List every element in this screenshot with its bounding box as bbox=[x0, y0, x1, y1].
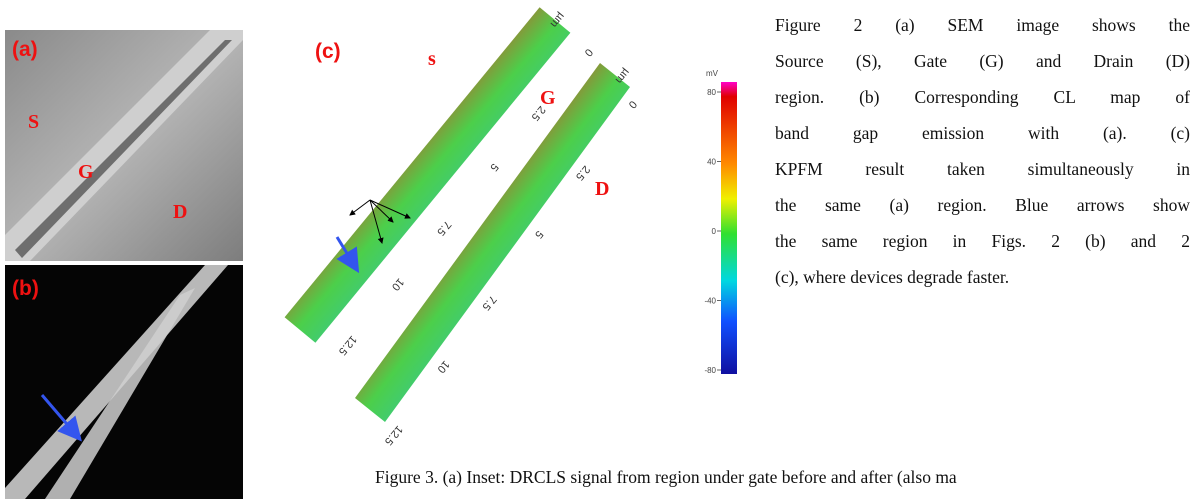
arrow bbox=[349, 199, 371, 216]
caption-line: Source (S), Gate (G) and Drain (D) bbox=[775, 51, 1190, 71]
axis-tick-label: 12.5 bbox=[382, 423, 405, 447]
caption-line: region. (b) Corresponding CL map of bbox=[775, 87, 1190, 107]
panel-label: (a) bbox=[12, 38, 38, 61]
axis-tick-label: 2.5 bbox=[573, 163, 592, 182]
region-label: D bbox=[595, 178, 609, 200]
axis-tick-label: 10 bbox=[435, 358, 452, 375]
gate-edge bbox=[15, 40, 232, 258]
region-label: S bbox=[28, 111, 39, 133]
region-label: D bbox=[173, 201, 187, 223]
colorbar-tick-label: -40 bbox=[704, 297, 716, 306]
cl-stripe bbox=[45, 288, 195, 499]
axis-tick-label: 7.5 bbox=[434, 218, 453, 237]
arrow bbox=[369, 199, 394, 223]
colorbar bbox=[721, 82, 737, 374]
colorbar-unit: mV bbox=[706, 69, 719, 78]
arrow bbox=[369, 199, 411, 219]
figure-caption: Figure 3. (a) Inset: DRCLS signal from r… bbox=[375, 467, 957, 487]
caption-line: Figure 2 (a) SEM image shows the bbox=[775, 15, 1190, 35]
caption-line: KPFM result taken simultaneously in bbox=[775, 159, 1190, 179]
colorbar-tick-label: -80 bbox=[704, 366, 716, 375]
region-label: G bbox=[540, 87, 556, 109]
kpfm-strip bbox=[355, 63, 630, 422]
axis-tick-label: 0 bbox=[626, 98, 639, 110]
colorbar-tick-label: 40 bbox=[707, 158, 716, 167]
caption-line: band gap emission with (a). (c) bbox=[775, 123, 1190, 143]
caption-line: the same (a) region. Blue arrows show bbox=[775, 195, 1190, 215]
panel-label: (b) bbox=[12, 277, 39, 300]
arrow bbox=[335, 236, 360, 274]
colorbar-tick-label: 80 bbox=[707, 88, 716, 97]
caption-line: (c), where devices degrade faster. bbox=[775, 267, 1010, 287]
axis-tick-label: 12.5 bbox=[336, 333, 359, 357]
arrow bbox=[369, 199, 384, 244]
region-label: s bbox=[428, 48, 436, 70]
axis-tick-label: 5 bbox=[487, 161, 500, 173]
axis-tick-label: 0 bbox=[582, 46, 595, 58]
axis-tick-label: 10 bbox=[389, 276, 406, 293]
region-label: G bbox=[78, 161, 94, 183]
axis-tick-label: 7.5 bbox=[479, 293, 498, 312]
arrow bbox=[40, 394, 82, 442]
figure-caption: Figure 2 (a) SEM image shows the Source (… bbox=[775, 14, 1190, 302]
caption-line: the same region in Figs. 2 (b) and 2 bbox=[775, 231, 1190, 251]
colorbar-tick-label: 0 bbox=[712, 227, 717, 236]
panel-label: (c) bbox=[315, 40, 341, 63]
axis-tick-label: 5 bbox=[532, 228, 545, 240]
